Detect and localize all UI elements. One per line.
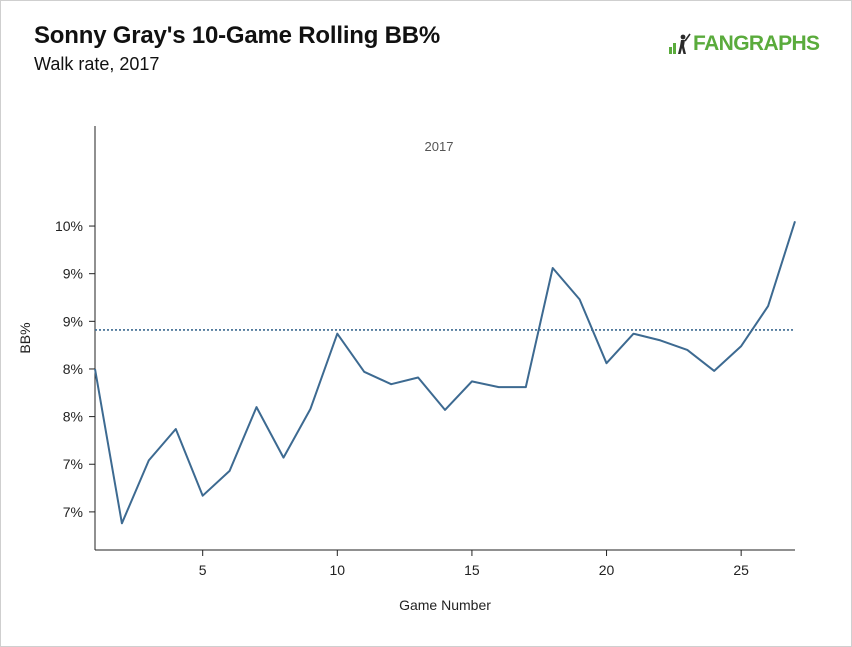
data-point bbox=[334, 331, 340, 337]
x-axis: 5 10 15 20 25 bbox=[95, 549, 795, 578]
x-tick-label: 5 bbox=[199, 562, 207, 578]
y-axis-label: BB% bbox=[17, 322, 33, 353]
data-point bbox=[200, 493, 206, 499]
series-points bbox=[92, 218, 798, 526]
data-point bbox=[496, 384, 502, 390]
data-point bbox=[684, 347, 690, 353]
data-point bbox=[550, 265, 556, 271]
y-tick-label: 8% bbox=[63, 409, 83, 425]
data-point bbox=[388, 381, 394, 387]
y-axis: 7% 7% 8% 8% 9% 9% 10% bbox=[55, 126, 96, 550]
data-point bbox=[630, 331, 636, 337]
fangraphs-logo: FANGRAPHS bbox=[668, 32, 820, 56]
brand-wordmark: FANGRAPHS bbox=[693, 32, 820, 55]
data-point bbox=[92, 366, 98, 372]
data-point bbox=[280, 455, 286, 461]
data-point bbox=[765, 303, 771, 309]
year-annotation: 2017 bbox=[425, 139, 454, 154]
y-tick-label: 10% bbox=[55, 218, 83, 234]
chart-subtitle: Walk rate, 2017 bbox=[34, 54, 160, 74]
data-point bbox=[792, 218, 798, 224]
data-point bbox=[711, 368, 717, 374]
fangraphs-batter-logo-icon bbox=[669, 33, 691, 54]
x-axis-label: Game Number bbox=[399, 597, 491, 613]
data-point bbox=[523, 384, 529, 390]
y-tick-label: 9% bbox=[63, 313, 83, 329]
data-point bbox=[227, 468, 233, 474]
data-point bbox=[604, 360, 610, 366]
x-tick-label: 15 bbox=[464, 562, 480, 578]
data-point bbox=[577, 296, 583, 302]
data-point bbox=[469, 378, 475, 384]
data-point bbox=[361, 369, 367, 375]
series-line bbox=[94, 220, 796, 525]
y-tick-label: 7% bbox=[63, 504, 83, 520]
data-point bbox=[738, 343, 744, 349]
y-tick-label: 7% bbox=[63, 456, 83, 472]
y-tick-label: 9% bbox=[63, 266, 83, 282]
data-point bbox=[254, 404, 260, 410]
data-point bbox=[307, 406, 313, 412]
data-point bbox=[119, 520, 125, 526]
data-point bbox=[657, 337, 663, 343]
data-point bbox=[146, 457, 152, 463]
x-tick-label: 10 bbox=[330, 562, 346, 578]
y-tick-label: 8% bbox=[63, 361, 83, 377]
x-tick-label: 25 bbox=[733, 562, 749, 578]
data-point bbox=[442, 407, 448, 413]
x-tick-label: 20 bbox=[599, 562, 615, 578]
chart-title: Sonny Gray's 10-Game Rolling BB% bbox=[34, 22, 441, 49]
data-point bbox=[415, 375, 421, 381]
data-point bbox=[173, 426, 179, 432]
